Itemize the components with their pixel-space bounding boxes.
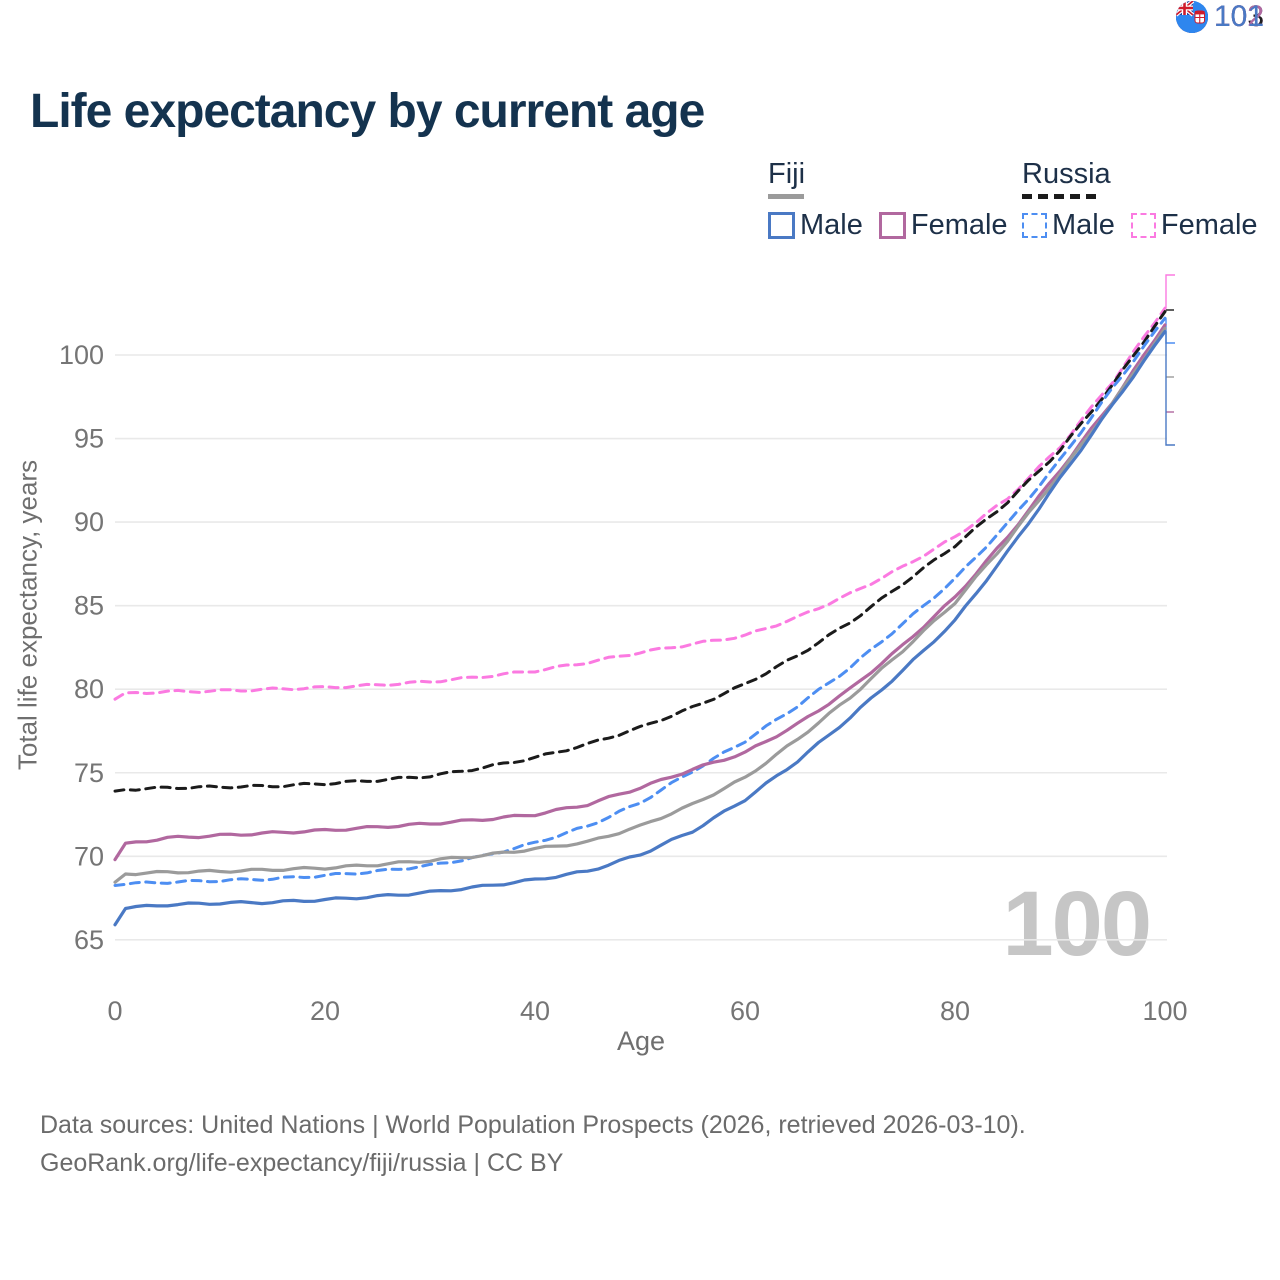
page-title: Life expectancy by current age (30, 85, 705, 138)
svg-text:95: 95 (74, 424, 104, 454)
source-line-2: GeoRank.org/life-expectancy/fiji/russia … (40, 1149, 564, 1177)
end-value: 101 (1214, 0, 1265, 33)
svg-text:85: 85 (74, 591, 104, 621)
end-value: 102 (1214, 0, 1265, 33)
svg-text:20: 20 (310, 996, 340, 1026)
svg-text:70: 70 (74, 841, 104, 871)
svg-text:65: 65 (74, 925, 104, 955)
x-axis-title: Age (616, 1026, 666, 1056)
svg-text:100: 100 (1142, 996, 1187, 1026)
legend-label-fiji-female[interactable]: Female (910, 209, 1008, 241)
legend-fiji-line-sample (768, 194, 804, 199)
source-line-1: Data sources: United Nations | World Pop… (40, 1111, 1026, 1139)
source-footer: Data sources: United Nations | World Pop… (40, 1106, 1026, 1182)
age-watermark: 100 (1002, 873, 1153, 975)
end-label-fiji-male: 101 (1176, 0, 1264, 34)
legend-label-russia-female[interactable]: Female (1160, 209, 1258, 241)
fiji-flag-icon (1176, 1, 1208, 33)
svg-text:0: 0 (107, 996, 122, 1026)
legend-label-russia-male[interactable]: Male (1052, 209, 1115, 241)
svg-text:80: 80 (940, 996, 970, 1026)
legend-group-russia: Russia Male Female (1022, 158, 1258, 242)
legend-russia-header[interactable]: Russia (1022, 158, 1111, 190)
legend-swatch-fiji-female[interactable] (878, 212, 906, 239)
legend-swatch-fiji-male[interactable] (768, 212, 795, 239)
legend-russia-line-sample (1022, 194, 1096, 199)
svg-text:75: 75 (74, 758, 104, 788)
svg-text:40: 40 (520, 996, 550, 1026)
legend-swatch-russia-female[interactable] (1130, 213, 1156, 238)
legend-fiji-header[interactable]: Fiji (768, 158, 806, 190)
legend-label-fiji-male[interactable]: Male (800, 209, 863, 241)
legend-group-fiji: Fiji Male Female (768, 158, 1008, 242)
svg-text:80: 80 (74, 674, 104, 704)
end-value: 102 (1214, 0, 1265, 33)
legend-swatch-russia-male[interactable] (1022, 213, 1047, 238)
end-value: 103 (1214, 0, 1265, 33)
svg-text:60: 60 (730, 996, 760, 1026)
y-axis-title: Total life expectancy, years (12, 459, 43, 771)
svg-text:100: 100 (59, 340, 104, 370)
end-value: 102 (1214, 0, 1265, 33)
svg-text:90: 90 (74, 507, 104, 537)
end-value: 103 (1214, 0, 1265, 33)
